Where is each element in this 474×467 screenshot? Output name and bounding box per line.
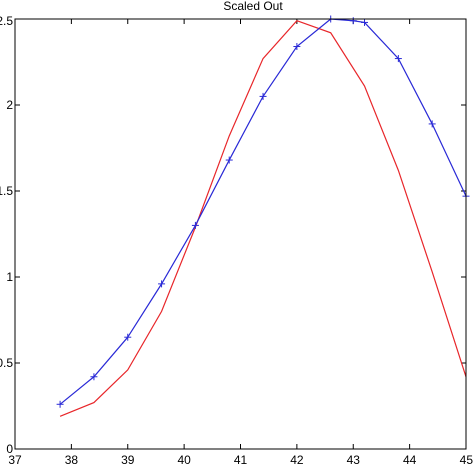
series-layer bbox=[56, 15, 470, 417]
series-line bbox=[59, 20, 467, 417]
data-point-marker bbox=[158, 280, 166, 288]
data-point-marker bbox=[394, 55, 402, 63]
x-tick-label: 44 bbox=[403, 453, 417, 467]
x-tick-label: 45 bbox=[460, 453, 474, 467]
y-tick-label: 1 bbox=[6, 270, 13, 284]
data-point-marker bbox=[191, 221, 199, 229]
data-point-marker bbox=[349, 17, 357, 25]
data-point-marker bbox=[56, 400, 64, 408]
y-tick-label: 2 bbox=[6, 98, 13, 112]
x-tick-label: 38 bbox=[65, 453, 79, 467]
x-tick-label: 41 bbox=[234, 453, 248, 467]
data-point-marker bbox=[259, 92, 267, 100]
series-2 bbox=[56, 15, 470, 408]
y-tick-label: 2.5 bbox=[0, 14, 13, 28]
y-tick-label: 0 bbox=[6, 442, 13, 456]
x-tick-label: 39 bbox=[121, 453, 135, 467]
y-tick-label: 1.5 bbox=[0, 184, 13, 198]
x-tick-label: 40 bbox=[177, 453, 191, 467]
series-line bbox=[59, 18, 467, 405]
y-tick-label: 0.5 bbox=[0, 356, 13, 370]
axis-ticks bbox=[14, 18, 467, 450]
data-point-marker bbox=[225, 156, 233, 164]
plot-frame bbox=[14, 18, 467, 450]
chart-title: Scaled Out bbox=[223, 0, 283, 13]
x-tick-label: 42 bbox=[290, 453, 304, 467]
data-point-marker bbox=[428, 120, 436, 128]
series-1 bbox=[59, 20, 467, 417]
data-point-marker bbox=[124, 333, 132, 341]
axis-tick-labels: 37 38 39 40 41 42 43 44 45 0 0.5 1 1.5 2 2.5 bbox=[0, 14, 473, 467]
data-point-marker bbox=[90, 373, 98, 381]
x-tick-label: 37 bbox=[8, 453, 22, 467]
data-point-marker bbox=[293, 43, 301, 51]
x-tick-label: 43 bbox=[347, 453, 361, 467]
data-point-marker bbox=[361, 18, 369, 26]
